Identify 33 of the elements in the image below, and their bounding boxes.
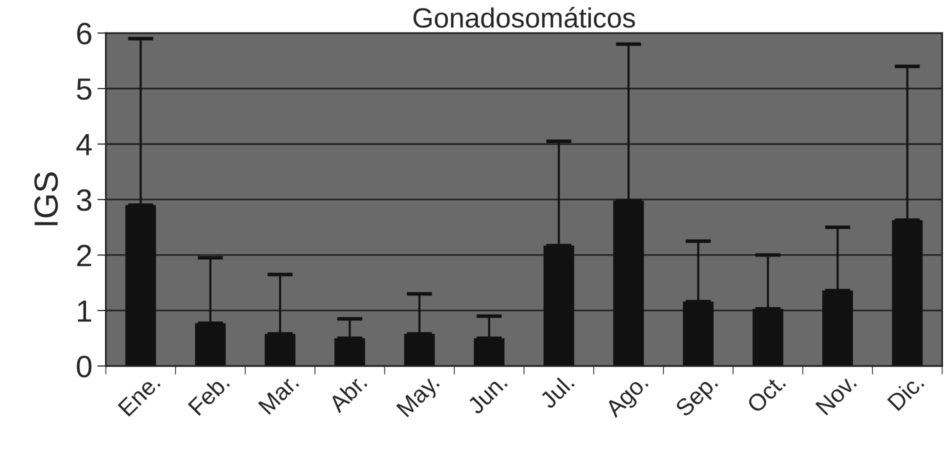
x-tick-label: Dic. xyxy=(886,373,925,412)
bar xyxy=(474,338,504,366)
x-tick-label: Nov. xyxy=(815,374,858,416)
bar xyxy=(195,323,226,366)
x-tick-label: May. xyxy=(396,374,444,421)
y-tick-label: 5 xyxy=(76,78,92,100)
x-tick-label: Ago. xyxy=(604,374,652,422)
y-tick-label: 2 xyxy=(77,244,92,266)
chart-title: Gonadosomáticos xyxy=(413,7,635,28)
y-tick-label: 0 xyxy=(76,356,92,378)
x-tick-label: Ene. xyxy=(118,374,161,417)
bar xyxy=(892,220,923,366)
x-tick-label: Feb. xyxy=(187,373,230,416)
y-axis-title: IGS xyxy=(34,172,58,226)
x-tick-label: Sep. xyxy=(674,374,722,421)
bar xyxy=(682,302,714,366)
bar xyxy=(125,205,156,366)
x-tick-label: Oct. xyxy=(746,374,786,414)
y-tick-label: 6 xyxy=(77,22,92,44)
x-tick-label: Abr. xyxy=(327,373,368,414)
bar xyxy=(334,338,366,366)
bar xyxy=(822,290,853,366)
x-tick-label: Jul. xyxy=(538,373,575,410)
bar xyxy=(404,334,435,366)
x-tick-label: Mar. xyxy=(258,374,300,415)
bar xyxy=(264,334,296,366)
y-tick-label: 4 xyxy=(76,134,92,156)
x-tick-label: Jun. xyxy=(466,374,508,416)
bar xyxy=(544,246,574,366)
bar xyxy=(752,308,784,366)
y-tick-label: 3 xyxy=(76,189,92,211)
y-tick-label: 1 xyxy=(78,300,92,322)
bar xyxy=(613,200,644,366)
